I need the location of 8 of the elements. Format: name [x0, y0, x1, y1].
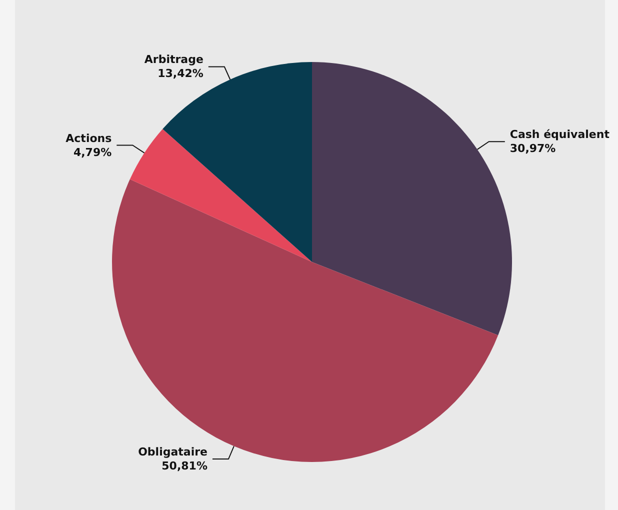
slice-label: Obligataire: [138, 446, 208, 459]
data-label: 30,97%: [510, 142, 556, 156]
slice-label: Actions: [66, 132, 112, 145]
slice-label: Cash équivalent: [510, 128, 610, 142]
data-label: 4,79%: [73, 146, 112, 159]
data-label: 50,81%: [162, 460, 208, 473]
data-label: 13,42%: [158, 67, 204, 80]
slice-label: Arbitrage: [144, 53, 204, 66]
